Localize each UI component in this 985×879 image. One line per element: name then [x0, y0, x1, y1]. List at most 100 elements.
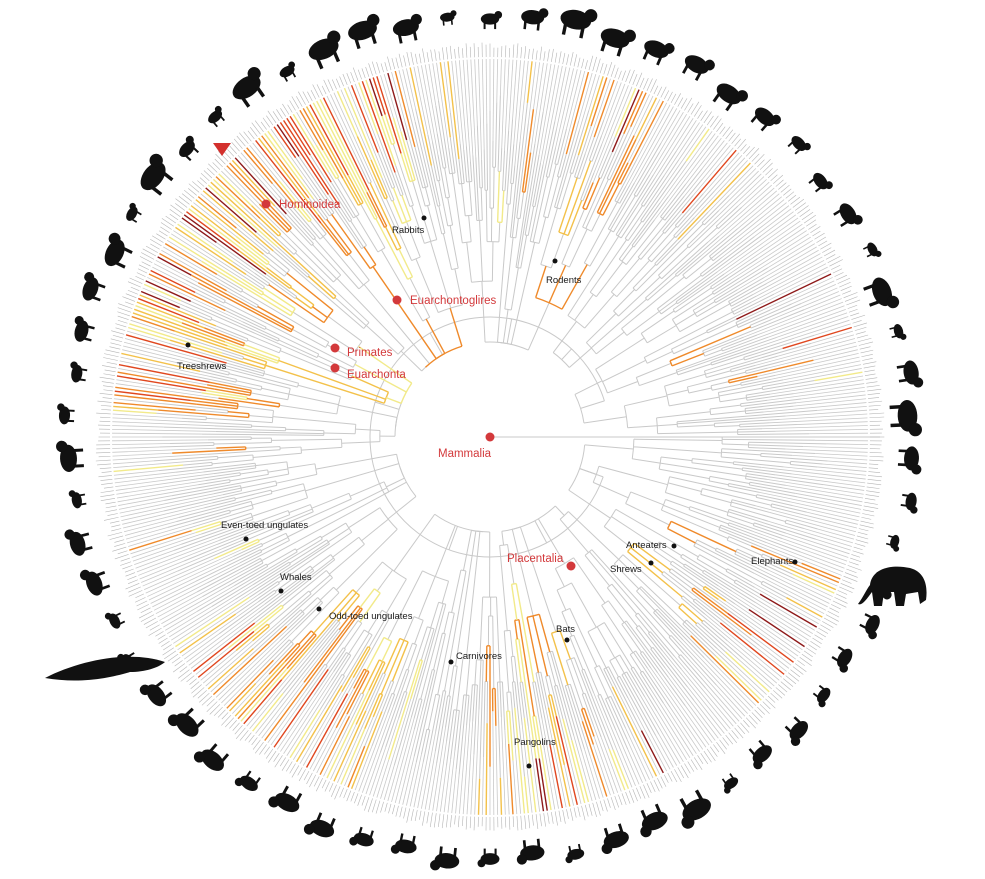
giraffe-icon — [232, 67, 266, 108]
rabbits-node: Rabbits — [392, 215, 427, 236]
hare-icon — [600, 28, 636, 57]
bison-icon — [640, 803, 668, 838]
svg-text:Mammalia: Mammalia — [438, 448, 492, 460]
svg-text:Rabbits: Rabbits — [392, 225, 424, 236]
whale-icon — [208, 105, 225, 128]
svg-text:Anteaters: Anteaters — [626, 540, 667, 551]
inner-tree-branches — [153, 95, 880, 779]
meerkat-icon — [889, 399, 922, 437]
highlight-marker-icon — [213, 143, 231, 156]
svg-text:Treeshrews: Treeshrews — [177, 361, 227, 372]
giraffe-icon — [748, 739, 772, 770]
shrews-node: Shrews — [610, 560, 654, 575]
svg-text:Rodents: Rodents — [546, 275, 582, 286]
bat-icon — [889, 323, 907, 340]
rhino-icon — [140, 153, 174, 196]
bats-node: Bats — [556, 624, 575, 643]
walrus-icon — [104, 232, 133, 269]
mouse-icon — [787, 136, 811, 155]
whales-node: Whales — [278, 572, 312, 594]
svg-text:Shrews: Shrews — [610, 564, 642, 575]
beaver-icon — [712, 83, 748, 112]
svg-text:Whales: Whales — [280, 572, 312, 583]
lion-icon — [897, 446, 922, 475]
primates-node: Primates — [330, 343, 393, 359]
kangaroo-icon — [104, 612, 126, 629]
goat-icon — [601, 823, 629, 855]
horse-icon — [859, 613, 880, 640]
kangaroo-icon — [833, 203, 863, 227]
hominoidea-node: Hominoidea — [261, 199, 341, 211]
goat-icon — [392, 13, 422, 44]
svg-text:Euarchontoglires: Euarchontoglires — [410, 295, 497, 307]
carnivores-node: Carnivores — [448, 651, 502, 665]
treeshrews-node: Treeshrews — [177, 342, 227, 372]
porcupine-icon — [750, 107, 781, 132]
lemur-icon — [565, 843, 585, 864]
horse-icon — [126, 202, 142, 223]
moose-icon — [679, 789, 711, 829]
blue-whale-icon — [45, 656, 165, 681]
rat-icon — [808, 172, 833, 193]
pangolin-icon — [896, 360, 924, 388]
svg-text:Even-toed ungulates: Even-toed ungulates — [221, 520, 308, 531]
svg-text:Placentalia: Placentalia — [507, 553, 564, 565]
heat-colored-branches — [112, 61, 863, 815]
placentalia-node: Placentalia — [507, 553, 576, 571]
anteater-icon — [863, 277, 900, 309]
porcupine-icon — [167, 707, 205, 737]
anteaters-node: Anteaters — [626, 540, 677, 551]
tip-label-ring — [95, 42, 885, 831]
even-toed-ungulates-node: Even-toed ungulates — [221, 520, 308, 542]
squirrel-icon — [682, 55, 715, 81]
moose-icon — [308, 30, 341, 70]
tip-branches — [112, 59, 868, 815]
svg-text:Elephants: Elephants — [751, 556, 794, 567]
chimpanzee-icon — [480, 11, 503, 30]
svg-text:Hominoidea: Hominoidea — [279, 199, 341, 211]
rhino-icon — [831, 646, 853, 673]
pangolins-node: Pangolins — [514, 737, 556, 769]
hippo-icon — [812, 684, 831, 708]
svg-text:Odd-toed ungulates: Odd-toed ungulates — [329, 611, 413, 622]
deer-icon — [279, 61, 297, 82]
hare-icon — [303, 812, 336, 838]
treeshrew-icon — [477, 848, 500, 868]
wolf-icon — [900, 492, 918, 514]
whale-icon — [784, 716, 809, 747]
rabbit-icon — [642, 40, 675, 66]
meerkat-icon — [57, 403, 75, 425]
mouse-icon — [139, 680, 173, 707]
euarchonta-node: Euarchonta — [330, 363, 406, 381]
bat-icon — [68, 490, 87, 509]
svg-text:Pangolins: Pangolins — [514, 737, 556, 748]
rabbit-icon — [268, 785, 303, 813]
odd-toed-ungulates-node: Odd-toed ungulates — [316, 606, 413, 622]
beaver-icon — [193, 743, 230, 771]
lemur-icon — [440, 10, 457, 26]
bison-icon — [348, 13, 380, 50]
elephant-icon — [862, 242, 882, 258]
svg-text:Primates: Primates — [347, 347, 393, 359]
baboon-icon — [521, 8, 549, 31]
elephant-icon — [79, 569, 111, 596]
monkey-icon — [560, 9, 598, 39]
mammalia-node: Mammalia — [438, 432, 495, 460]
monkey-icon — [349, 826, 374, 847]
svg-text:Carnivores: Carnivores — [456, 651, 502, 662]
anteater-icon — [64, 529, 93, 556]
silhouette-ring — [45, 8, 927, 871]
svg-text:Bats: Bats — [556, 624, 575, 635]
bear-icon — [82, 272, 106, 302]
euarchontoglires-node: Euarchontoglires — [392, 295, 497, 307]
pangolin-icon — [56, 440, 84, 473]
elephant-large-icon — [858, 566, 927, 606]
deer-icon — [721, 773, 739, 794]
rodents-node: Rodents — [546, 258, 582, 286]
hippo-icon — [179, 135, 200, 162]
tarsier-icon — [516, 838, 545, 865]
lion-icon — [70, 361, 88, 383]
elephants-node: Elephants — [751, 556, 798, 567]
svg-text:Euarchonta: Euarchonta — [347, 369, 406, 381]
